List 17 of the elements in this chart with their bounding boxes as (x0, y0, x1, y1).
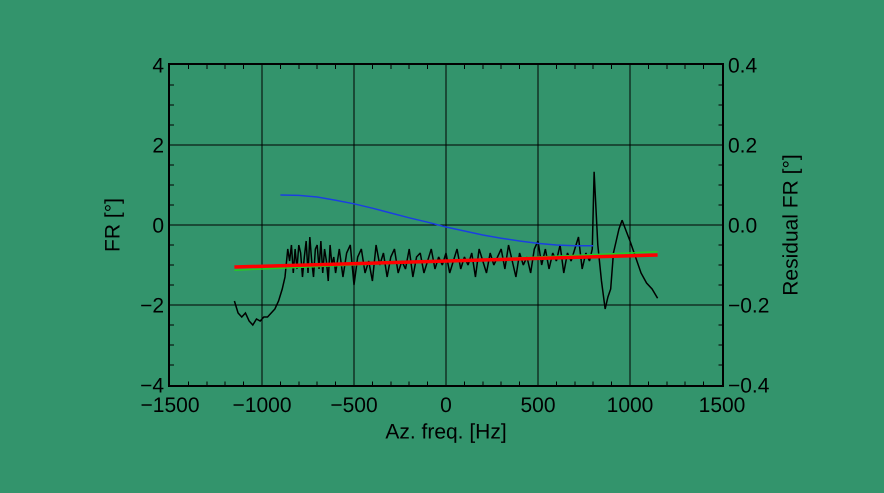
y-tick-label: 0 (152, 214, 164, 238)
y-tick-label: 4 (152, 54, 164, 78)
x-tick-label: 0 (440, 394, 452, 417)
y-axis-title: FR [°] (102, 198, 125, 252)
line-series (280, 194, 594, 247)
x-tick-label: 500 (520, 394, 556, 417)
y2-tick-label: 0.2 (728, 134, 758, 158)
y2-tick-label: 0.4 (728, 54, 758, 78)
x-axis-title: Az. freq. [Hz] (385, 420, 507, 444)
x-tick-label: −500 (330, 394, 378, 417)
x-tick-label: −1000 (232, 394, 292, 417)
y2-axis-title: Residual FR [°] (779, 154, 802, 296)
y-tick-label: 2 (152, 134, 164, 158)
y2-tick-label: −0.2 (728, 294, 770, 318)
y-tick-label: −2 (140, 294, 164, 318)
x-tick-label: 1000 (606, 394, 654, 417)
y2-tick-label: 0.0 (728, 214, 758, 238)
